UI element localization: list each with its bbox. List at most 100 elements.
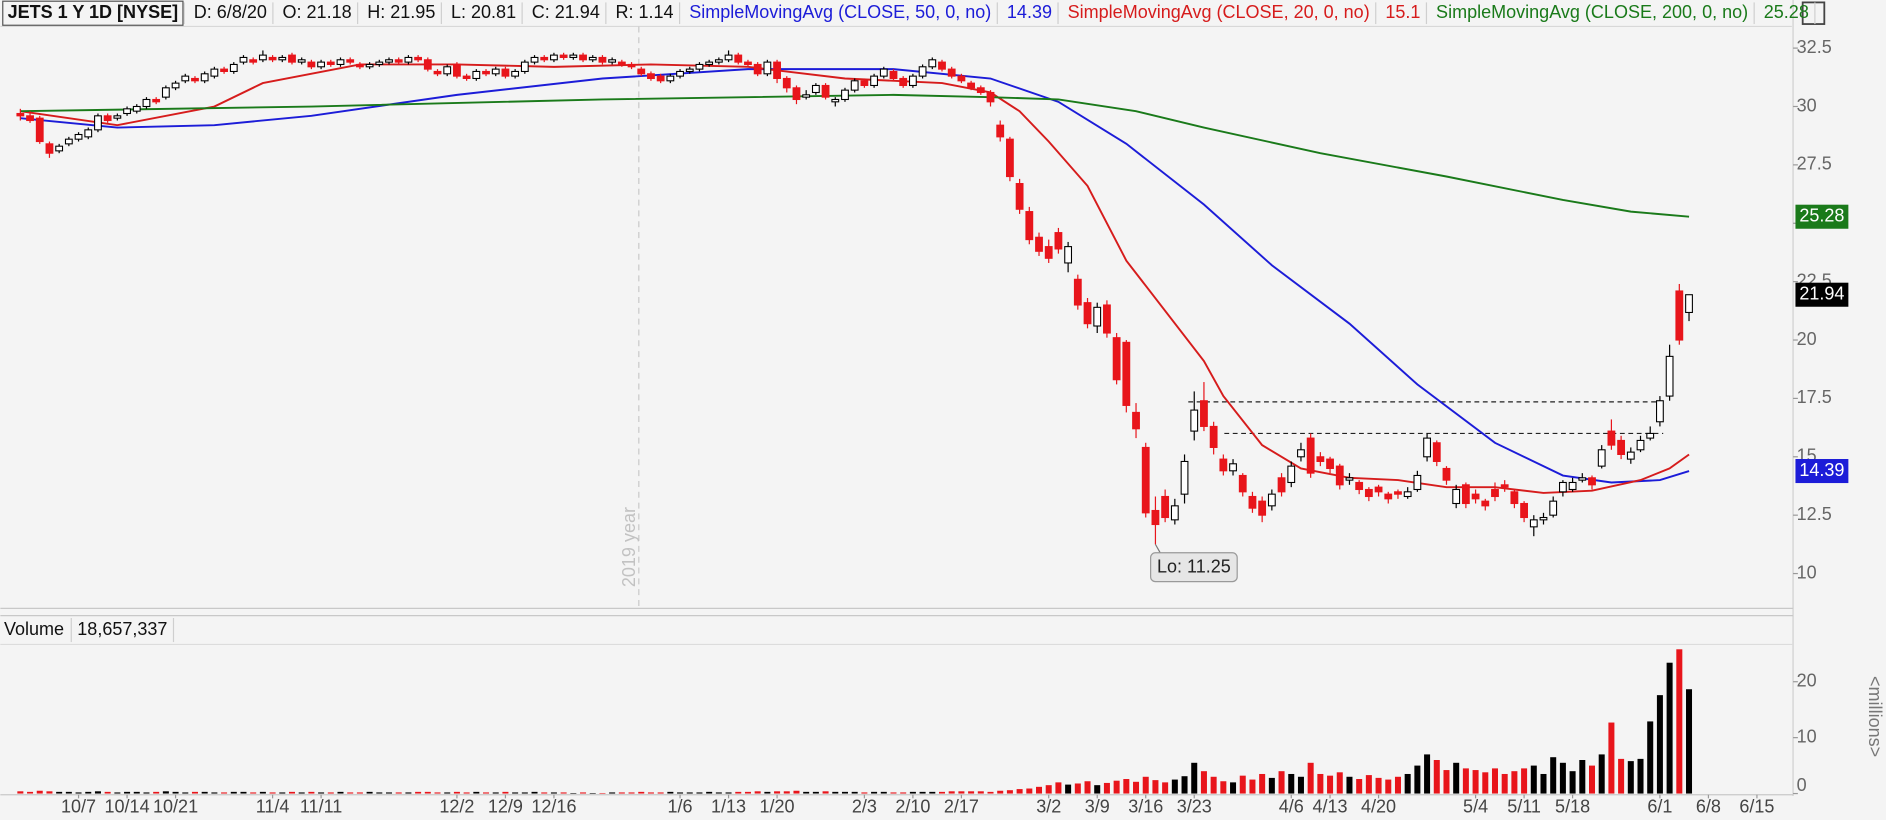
volume-bar: [512, 792, 519, 794]
candle-body: [375, 61, 384, 65]
candle-body: [850, 80, 859, 91]
volume-bar: [725, 792, 732, 794]
volume-bar: [250, 792, 257, 794]
candle-body: [123, 108, 131, 115]
header-item: SimpleMovingAvg (CLOSE, 20, 0, no): [1068, 2, 1370, 22]
volume-bar: [347, 792, 354, 794]
candle-body: [588, 56, 597, 61]
candle-body: [1015, 183, 1024, 210]
candle-body: [530, 56, 539, 63]
candle-body: [35, 117, 44, 143]
candle-body: [1316, 456, 1325, 463]
volume-bar: [841, 791, 848, 794]
candle-body: [433, 70, 442, 75]
volume-bar: [861, 792, 868, 794]
candle-body: [1442, 467, 1451, 481]
volume-bar: [822, 791, 829, 794]
candle-body: [501, 68, 510, 77]
y-tick-label: 27.5: [1797, 154, 1832, 174]
candle-body: [608, 59, 617, 63]
volume-bar: [201, 791, 208, 794]
candle-body: [579, 54, 587, 61]
candle-body: [1054, 232, 1063, 250]
volume-bar: [1433, 760, 1440, 794]
candle-body: [811, 84, 820, 94]
candle-body: [763, 61, 772, 75]
low-label: Lo: 11.25: [1157, 557, 1231, 577]
volume-bar: [1414, 765, 1421, 794]
candle-body: [1529, 519, 1538, 528]
candle-body: [1471, 493, 1480, 500]
candle-body: [1190, 409, 1199, 432]
volume-bar: [541, 792, 548, 794]
moving-average-line: [20, 93, 1690, 218]
header-item: 25.28: [1764, 2, 1809, 22]
candle-body: [685, 68, 694, 73]
volume-bar: [104, 791, 111, 794]
volume-bar: [531, 791, 538, 794]
volume-bar: [259, 791, 266, 794]
candle-body: [229, 63, 238, 73]
candle-body: [841, 89, 849, 101]
volume-bar: [1540, 773, 1547, 794]
candle-body: [1200, 400, 1208, 427]
volume-bar: [1618, 758, 1625, 794]
candle-body: [1083, 302, 1092, 325]
volume-bar: [599, 792, 606, 794]
volume-bar: [919, 791, 926, 794]
volume-bar: [1210, 776, 1217, 794]
low-label-box: [1150, 552, 1238, 583]
header-item: H: 21.95: [367, 2, 435, 22]
volume-bar: [230, 791, 237, 794]
volume-bar: [609, 792, 616, 794]
volume-bar: [483, 792, 490, 794]
x-tick-label: 1/6: [668, 797, 693, 817]
volume-bar: [1055, 782, 1062, 794]
candle-body: [64, 138, 73, 145]
volume-bar: [1385, 779, 1392, 794]
candle-body: [113, 115, 122, 119]
volume-bar: [444, 792, 451, 794]
volume-bar: [812, 791, 819, 794]
candle-body: [1685, 294, 1693, 314]
candle-body: [1229, 463, 1237, 472]
candle-body: [200, 73, 209, 82]
candle-body: [1209, 425, 1218, 448]
candle-body: [288, 54, 296, 63]
volume-bar: [1453, 762, 1460, 794]
volume-bar: [279, 792, 286, 794]
candle-body: [453, 63, 461, 77]
candle-body: [1277, 477, 1286, 493]
candle-body: [1549, 500, 1558, 516]
volume-bar: [1521, 768, 1528, 794]
volume-bar: [1676, 649, 1683, 794]
candle-body: [870, 75, 878, 87]
candle-body: [84, 129, 93, 138]
moving-average-line: [20, 68, 1690, 484]
candle-body: [45, 143, 54, 154]
header-item: JETS 1 Y 1D [NYSE]: [8, 2, 179, 22]
candle-body: [1539, 516, 1548, 521]
volume-bar: [628, 792, 635, 794]
candle-body: [355, 63, 364, 68]
volume-bar: [1666, 662, 1673, 794]
volume-bar: [929, 791, 936, 794]
volume-bar: [1142, 776, 1149, 794]
volume-bar: [269, 792, 276, 794]
volume-bar: [1171, 779, 1178, 794]
volume-bar: [618, 792, 625, 794]
y-tick-label: 0: [1797, 775, 1807, 795]
candle-body: [1578, 477, 1587, 481]
volume-bar: [463, 792, 470, 794]
volume-bar: [793, 790, 800, 794]
candle-body: [967, 82, 976, 89]
candle-body: [1432, 442, 1441, 463]
candle-body: [1355, 481, 1364, 491]
volume-bar: [1647, 721, 1654, 794]
candle-body: [1122, 341, 1131, 406]
panel-icon[interactable]: [1801, 1, 1826, 25]
volume-bar: [1375, 777, 1382, 794]
volume-bar: [162, 791, 169, 794]
volume-bar: [1346, 776, 1353, 794]
volume-bar: [1491, 768, 1498, 794]
